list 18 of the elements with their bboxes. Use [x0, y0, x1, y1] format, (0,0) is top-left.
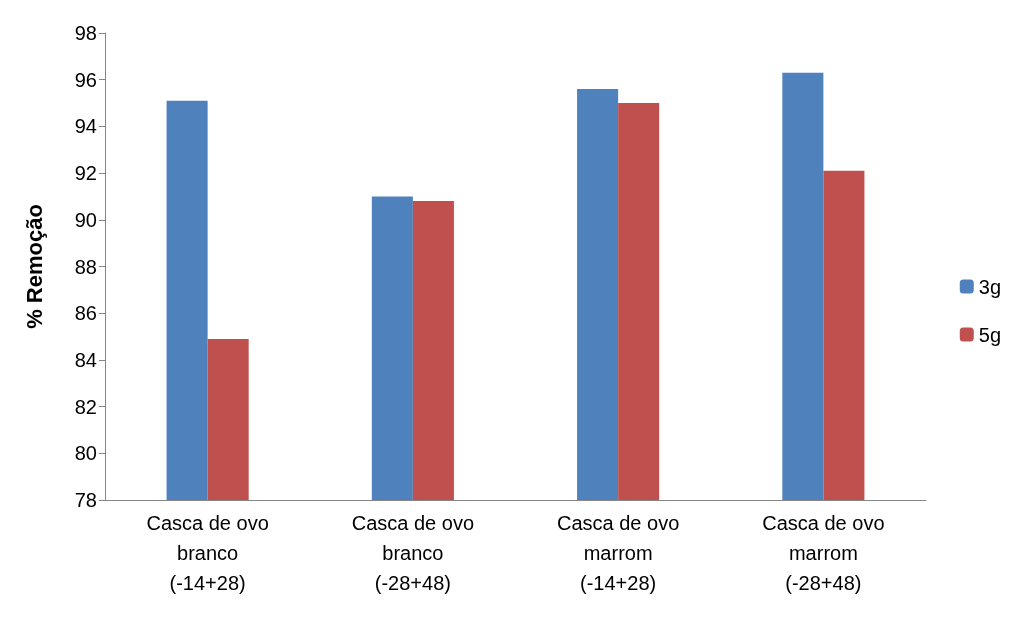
y-tick-label: 78 — [74, 489, 97, 511]
x-tick-label: Casca de ovo marrom (-14+28) — [556, 512, 680, 594]
y-tick-label: 84 — [74, 348, 97, 371]
y-tick-label: 82 — [74, 395, 97, 418]
y-tick-label: 86 — [74, 302, 97, 325]
y-tick-label: 80 — [74, 442, 97, 465]
y-axis-title: % Remoção — [21, 204, 47, 329]
y-tick-label: 94 — [74, 115, 97, 138]
x-tick-label: Casca de ovo marrom (-28+48) — [762, 512, 885, 594]
legend-label: 3g — [978, 275, 1001, 298]
x-tick-label: Casca de ovo branco (-28+48) — [351, 512, 475, 594]
y-tick-label: 98 — [74, 22, 97, 44]
y-tick-label: 96 — [74, 68, 97, 91]
legend-label: 5g — [978, 323, 1001, 346]
y-tick-label: 88 — [74, 255, 97, 278]
y-tick-label: 92 — [74, 162, 97, 185]
y-tick-label: 90 — [74, 208, 97, 231]
x-tick-label: Casca de ovo branco (-14+28) — [146, 512, 269, 594]
